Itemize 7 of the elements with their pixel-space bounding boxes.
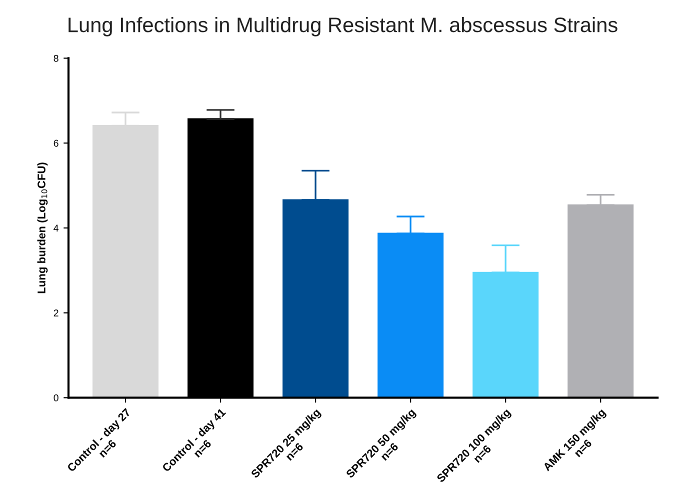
y-tick-label: 2 [54, 310, 58, 316]
y-tick-label: 6 [54, 140, 58, 147]
chart-title: Lung Infections in Multidrug Resistant M. abscessus Strains [68, 16, 618, 36]
y-tick-label: 0 [54, 394, 58, 402]
y-tick-label: 4 [54, 224, 58, 232]
y-tick-label: 8 [54, 54, 58, 62]
y-axis-title: Lung burden (Log$_{10}$CFU) [37, 162, 48, 294]
